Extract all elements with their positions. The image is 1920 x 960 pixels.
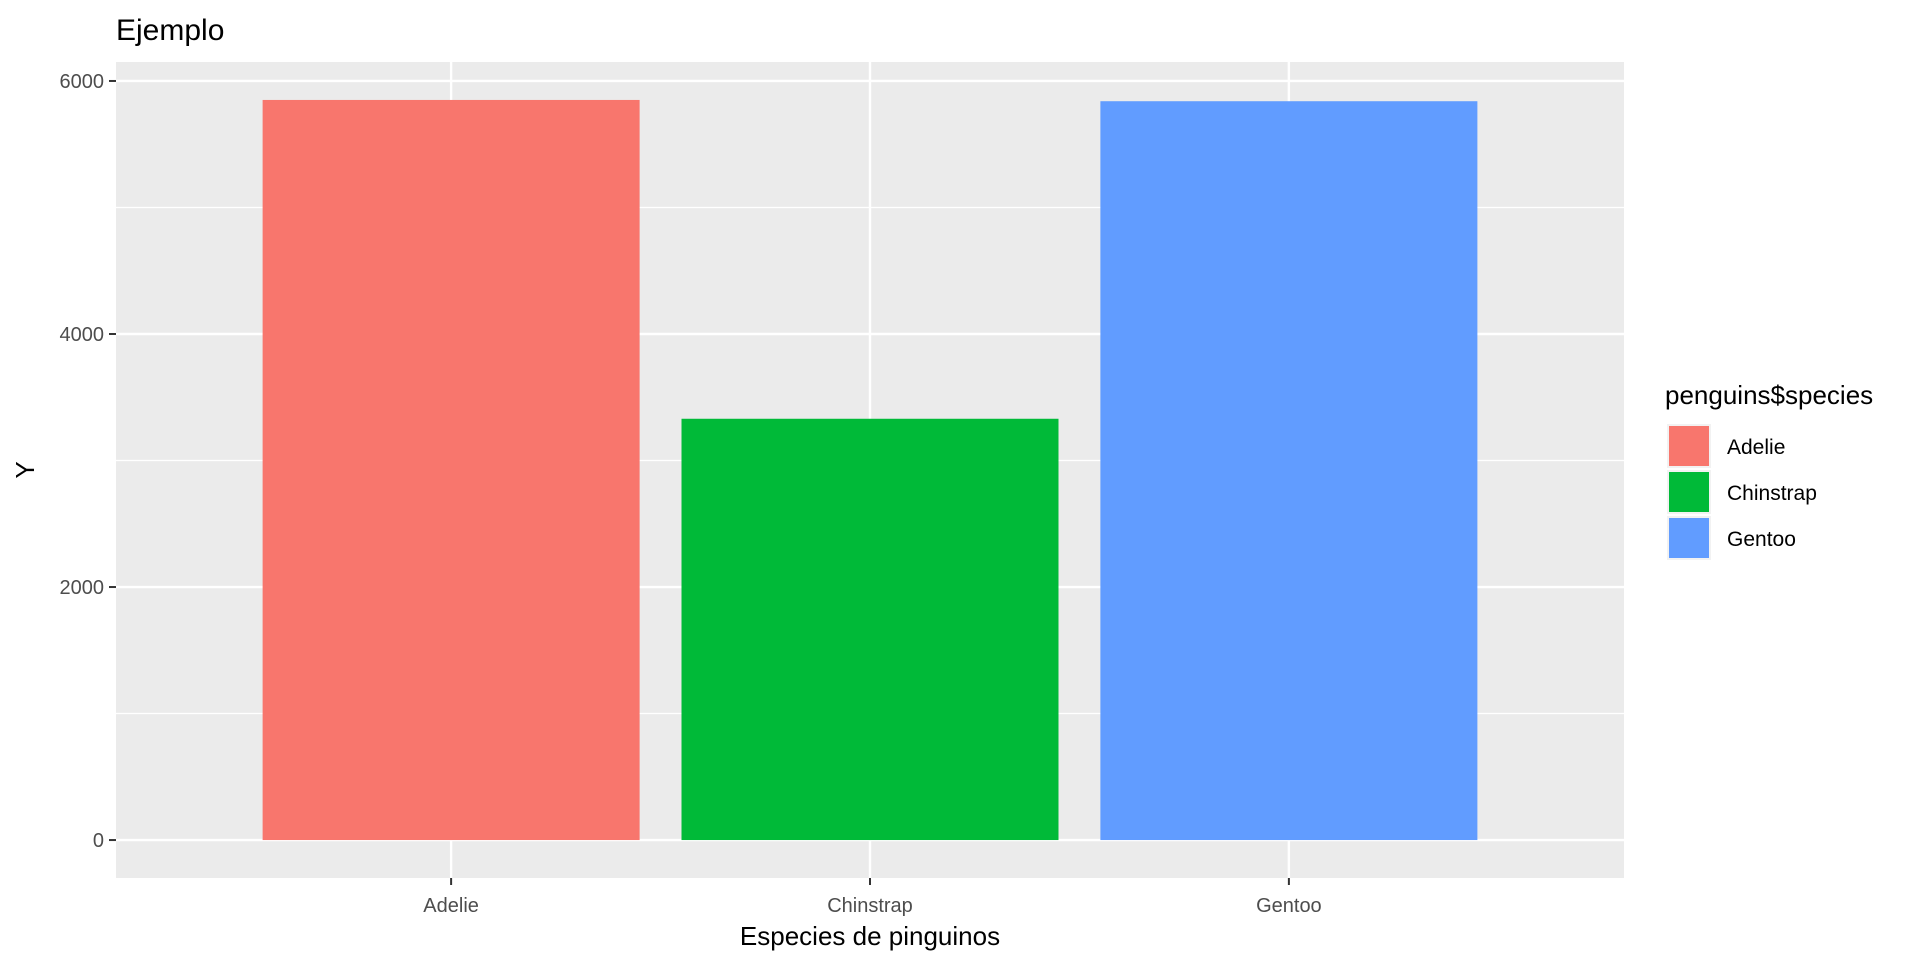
legend-label-adelie: Adelie <box>1727 436 1785 459</box>
legend-label-gentoo: Gentoo <box>1727 528 1796 551</box>
bar-chinstrap <box>681 418 1059 841</box>
x-tick-label: Chinstrap <box>827 895 913 917</box>
y-tick-label: 0 <box>93 830 104 852</box>
legend-label-chinstrap: Chinstrap <box>1727 482 1817 505</box>
y-tick-label: 4000 <box>60 324 105 346</box>
x-tick-label: Adelie <box>423 895 479 917</box>
x-axis: Adelie Chinstrap Gentoo <box>423 878 1322 917</box>
legend: penguins$species Adelie Chinstrap Gentoo <box>1665 380 1873 560</box>
legend-swatch-gentoo <box>1669 518 1709 558</box>
legend-title: penguins$species <box>1665 380 1873 410</box>
x-tick-label: Gentoo <box>1256 895 1322 917</box>
bar-adelie <box>262 99 640 841</box>
bars <box>262 99 1478 841</box>
legend-swatch-chinstrap <box>1669 472 1709 512</box>
y-axis-title: Y <box>10 461 40 478</box>
chart-title: Ejemplo <box>116 14 224 47</box>
bar-gentoo <box>1100 101 1478 841</box>
x-axis-title: Especies de pinguinos <box>740 921 1000 951</box>
y-axis: 0 2000 4000 6000 <box>60 71 116 852</box>
legend-swatch-adelie <box>1669 426 1709 466</box>
y-tick-label: 2000 <box>60 577 105 599</box>
y-tick-label: 6000 <box>60 71 105 93</box>
